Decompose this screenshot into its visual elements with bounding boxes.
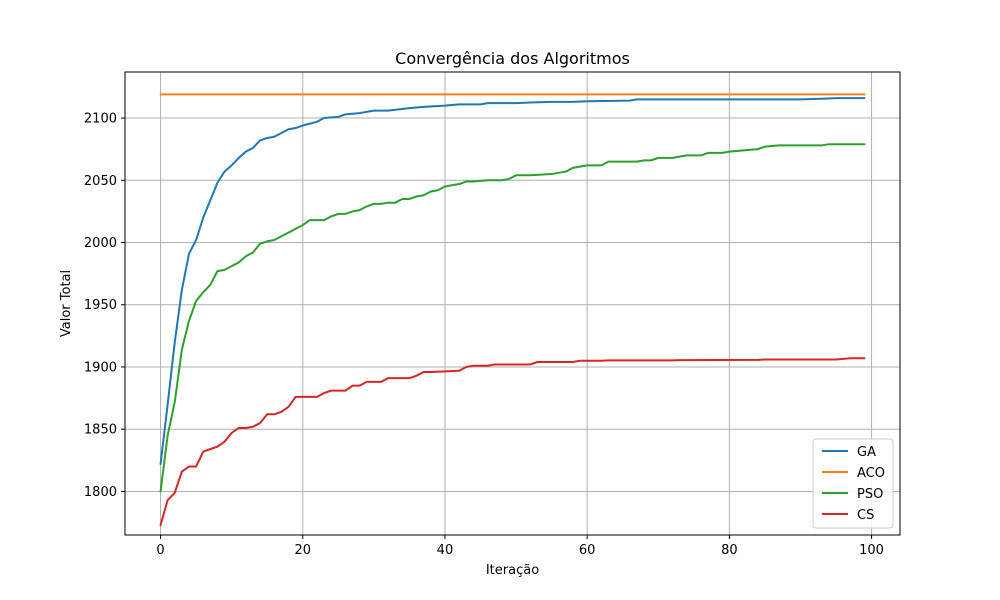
series-line-ga: [159, 97, 866, 466]
x-tick-label: 80: [721, 543, 738, 558]
legend-label-pso: PSO: [857, 487, 883, 502]
y-tick-label: 2100: [84, 112, 117, 127]
x-tick-label: 60: [579, 543, 596, 558]
x-tick-label: 100: [859, 543, 884, 558]
y-tick-label: 1800: [84, 485, 117, 500]
y-tick-label: 2000: [84, 236, 117, 251]
grid-layer: [125, 72, 900, 535]
x-tick-label: 0: [156, 543, 164, 558]
legend-label-aco: ACO: [857, 466, 885, 481]
series-layer: [159, 93, 866, 527]
y-tick-label: 1850: [84, 423, 117, 438]
series-line-pso: [159, 143, 866, 493]
x-tick-label: 40: [437, 543, 454, 558]
series-line-cs: [159, 357, 866, 527]
x-tick-label: 20: [294, 543, 311, 558]
legend-box: [812, 438, 894, 529]
y-tick-label: 1950: [84, 298, 117, 313]
legend: GA ACO PSO CS: [812, 438, 894, 529]
chart-title: Convergência dos Algoritmos: [395, 49, 630, 68]
y-tick-label: 1900: [84, 360, 117, 375]
x-axis-title: Iteração: [486, 563, 539, 578]
y-axis-title: Valor Total: [59, 270, 74, 337]
plot-frame: [124, 71, 901, 536]
tick-layer: 0 20 40 60 80 100 1800 1850 1900 1950 2000 2050 2100: [84, 112, 884, 558]
legend-label-cs: CS: [857, 508, 874, 523]
y-tick-label: 2050: [84, 174, 117, 189]
legend-label-ga: GA: [857, 445, 876, 460]
